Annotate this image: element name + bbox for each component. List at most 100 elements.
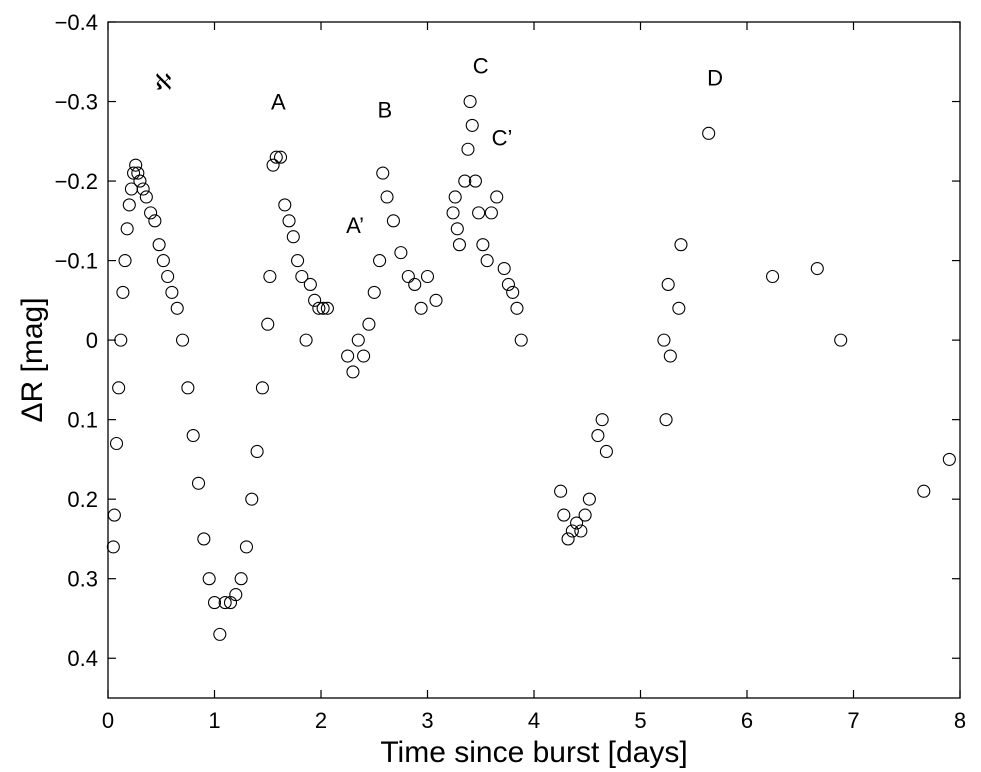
data-point	[574, 524, 588, 538]
y-tick-label: −0.4	[55, 10, 98, 35]
data-point	[357, 349, 371, 363]
data-point	[261, 317, 275, 331]
data-point	[255, 381, 269, 395]
data-point	[278, 198, 292, 212]
data-point	[578, 508, 592, 522]
x-tick-label: 7	[847, 708, 859, 733]
data-point	[152, 238, 166, 252]
data-point	[362, 317, 376, 331]
data-point	[420, 269, 435, 284]
data-point	[127, 166, 141, 180]
y-tick-label: −0.1	[55, 249, 98, 274]
data-point	[118, 254, 132, 268]
x-tick-label: 3	[421, 708, 433, 733]
plot-frame	[107, 21, 961, 699]
data-point	[133, 174, 147, 188]
data-point	[161, 269, 175, 284]
data-point	[165, 285, 179, 299]
y-tick-label: 0.4	[67, 646, 98, 671]
data-point	[554, 484, 568, 498]
data-point	[218, 596, 232, 610]
peak-label: D	[707, 66, 723, 91]
y-tick-label: 0.1	[67, 408, 98, 433]
x-tick-label: 4	[528, 708, 540, 733]
data-point	[136, 182, 150, 196]
data-point	[131, 166, 145, 180]
data-point	[472, 206, 486, 220]
data-point	[316, 301, 330, 315]
data-point	[657, 333, 671, 347]
data-point	[266, 158, 280, 172]
data-point	[139, 190, 153, 204]
data-point	[570, 516, 584, 530]
data-point	[582, 492, 596, 506]
data-point	[291, 254, 305, 268]
data-point	[446, 206, 460, 220]
data-point	[468, 174, 482, 188]
data-point	[282, 214, 296, 228]
x-tick-label: 5	[634, 708, 646, 733]
data-point	[250, 444, 264, 459]
data-point	[514, 333, 528, 347]
data-point	[380, 190, 394, 204]
x-tick-label: 2	[315, 708, 327, 733]
peak-label: C’	[492, 125, 513, 150]
x-tick-label: 8	[954, 708, 966, 733]
x-tick-label: 0	[102, 708, 114, 733]
peak-label: ℵ	[155, 70, 171, 95]
data-point	[834, 333, 848, 347]
data-point	[197, 532, 211, 546]
data-point	[176, 333, 190, 347]
data-point	[144, 206, 158, 220]
data-point	[202, 572, 216, 586]
data-point	[213, 627, 227, 641]
data-point	[414, 301, 428, 315]
data-point	[450, 222, 464, 236]
data-point	[320, 301, 334, 315]
data-point	[766, 269, 780, 284]
peak-label: C	[473, 54, 489, 79]
data-point	[295, 269, 309, 284]
data-point	[429, 293, 443, 307]
data-point	[506, 285, 520, 299]
data-point	[116, 285, 130, 299]
data-point	[367, 285, 381, 299]
data-point	[112, 381, 126, 395]
data-point	[114, 333, 128, 347]
data-point	[490, 190, 504, 204]
peak-label: A	[271, 89, 286, 114]
data-point	[351, 333, 365, 347]
data-point	[595, 413, 609, 427]
data-point	[186, 429, 200, 443]
peak-annotations: ℵ A A’ B C C’ D	[155, 54, 723, 238]
data-point	[702, 126, 716, 140]
data-point	[461, 142, 475, 156]
peak-label: A’	[346, 213, 364, 238]
axis-ticks: 0 1 2 3 4 5 6 7 8 −0.4 −0.3 −0.2 −0.1 0 0.1 0.2 0.3 0.4	[55, 10, 967, 733]
data-point	[501, 277, 515, 291]
data-point	[497, 261, 511, 276]
x-axis-title: Time since burst [days]	[380, 736, 687, 769]
data-point	[156, 254, 170, 268]
data-point	[373, 254, 387, 268]
data-point	[659, 413, 673, 427]
data-point	[308, 293, 322, 307]
data-point	[170, 301, 184, 315]
data-point	[191, 476, 206, 490]
y-tick-label: −0.3	[55, 90, 98, 115]
data-point	[229, 588, 243, 602]
data-point	[599, 444, 613, 459]
data-point	[401, 269, 415, 284]
data-point	[303, 277, 317, 291]
y-tick-label: 0.3	[67, 567, 98, 592]
data-point	[245, 492, 259, 506]
data-point	[510, 301, 524, 315]
peak-label: B	[378, 97, 393, 122]
data-point	[565, 524, 579, 538]
data-point	[452, 238, 467, 252]
data-point	[674, 238, 688, 252]
data-point	[148, 214, 162, 228]
x-tick-label: 1	[208, 708, 220, 733]
data-point	[341, 349, 355, 363]
